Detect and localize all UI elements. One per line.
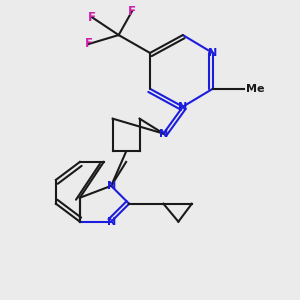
- Text: N: N: [159, 129, 168, 139]
- Text: N: N: [106, 181, 116, 191]
- Text: N: N: [178, 102, 188, 112]
- Text: Me: Me: [246, 84, 264, 94]
- Text: F: F: [128, 4, 136, 18]
- Text: F: F: [88, 11, 96, 24]
- Text: N: N: [208, 48, 217, 58]
- Text: N: N: [106, 217, 116, 227]
- Text: F: F: [85, 38, 93, 50]
